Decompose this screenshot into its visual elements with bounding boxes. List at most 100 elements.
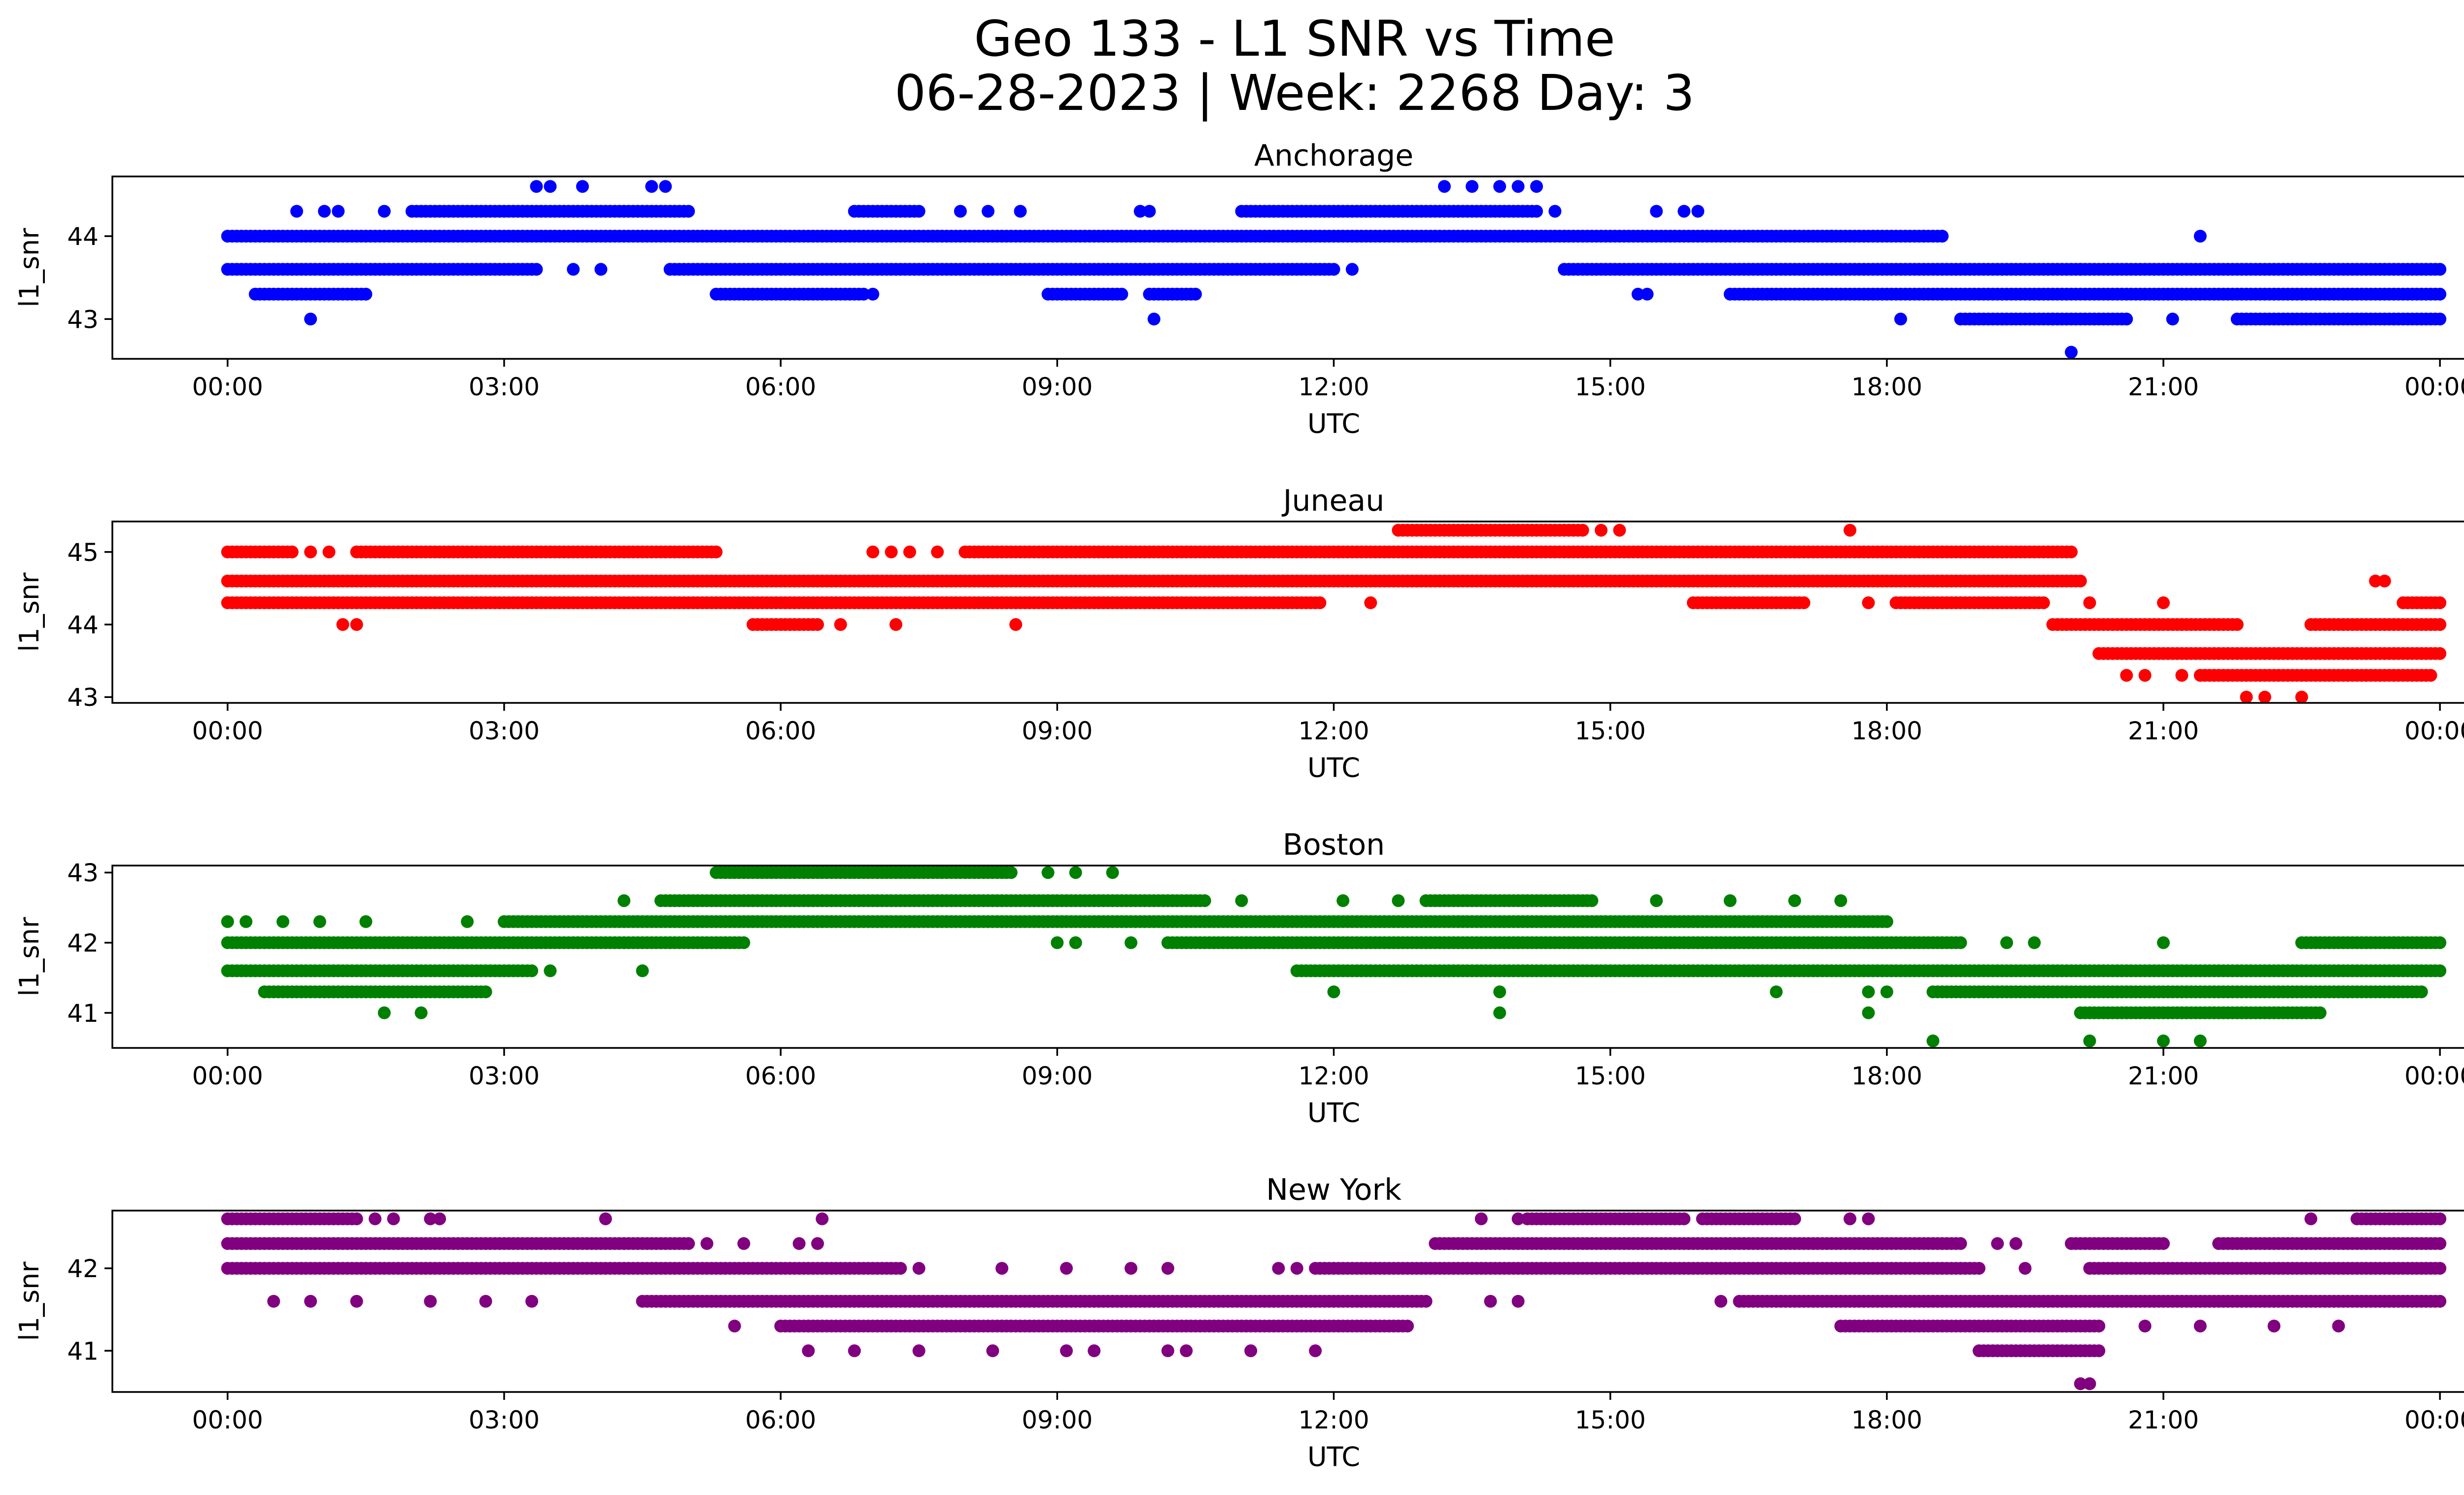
data-point: [1466, 180, 1479, 193]
data-point: [1788, 894, 1801, 907]
data-point: [304, 545, 317, 558]
data-point: [1613, 523, 1626, 537]
data-point: [982, 205, 994, 218]
data-point: [1834, 894, 1848, 907]
data-point: [285, 545, 299, 558]
data-point: [1041, 866, 1055, 879]
data-point: [1336, 894, 1350, 907]
points: [221, 1212, 2447, 1391]
data-point: [1825, 230, 1838, 243]
x-tick-label: 15:00: [1575, 373, 1646, 401]
x-tick-label: 06:00: [745, 717, 816, 745]
x-tick-label: 09:00: [1022, 717, 1093, 745]
x-tick-label: 09:00: [1022, 1062, 1093, 1090]
data-point: [1438, 180, 1451, 193]
data-point: [350, 618, 363, 631]
plot-frame: [111, 865, 2464, 1049]
x-axis-label: UTC: [1307, 1097, 1360, 1128]
x-tick-label: 03:00: [469, 373, 540, 401]
data-point: [2433, 287, 2447, 301]
data-point: [377, 205, 391, 218]
data-point: [890, 618, 902, 631]
data-point: [2037, 596, 2050, 609]
x-tick-label: 12:00: [1298, 1062, 1369, 1090]
data-point: [2065, 545, 2078, 558]
x-axis-label: UTC: [1307, 752, 1360, 783]
x-tick-label: 00:00: [192, 717, 263, 745]
figure-title-line2: 06-28-2023 | Week: 2268 Day: 3: [894, 64, 1694, 122]
x-tick-label: 18:00: [1851, 373, 1922, 401]
data-point: [525, 964, 539, 977]
data-point: [866, 287, 880, 301]
data-point: [1548, 205, 1562, 218]
y-tick-label: 43: [67, 683, 99, 712]
data-point: [834, 618, 847, 631]
data-point: [359, 287, 373, 301]
data-point: [2157, 1237, 2170, 1250]
y-tick-label: 41: [67, 999, 99, 1028]
data-point: [912, 205, 925, 218]
x-tick-label: 12:00: [1298, 717, 1369, 745]
data-point: [2424, 669, 2437, 682]
panel-title: Juneau: [1281, 484, 1384, 518]
points: [221, 866, 2447, 1047]
data-point: [1511, 180, 1525, 193]
data-point: [954, 205, 967, 218]
data-point: [1954, 936, 1967, 949]
data-point: [313, 915, 326, 928]
data-point: [1926, 1034, 1940, 1047]
data-point: [2433, 647, 2447, 660]
y-tick-label: 44: [67, 222, 99, 251]
data-point: [866, 545, 880, 558]
data-point: [1917, 230, 1930, 243]
data-point: [1880, 985, 1893, 999]
data-point: [903, 545, 916, 558]
data-point: [1143, 205, 1156, 218]
y-axis-label: l1_snr: [14, 228, 45, 308]
x-tick-label: 03:00: [469, 717, 540, 745]
data-point: [2074, 574, 2087, 588]
data-point: [1862, 1006, 1875, 1019]
x-tick-label: 12:00: [1298, 373, 1369, 401]
data-point: [530, 180, 543, 193]
data-point: [1862, 596, 1875, 609]
data-point: [332, 205, 345, 218]
data-point: [2120, 669, 2133, 682]
data-point: [811, 618, 824, 631]
data-point: [544, 180, 557, 193]
data-point: [1788, 230, 1801, 243]
data-point: [2000, 936, 2013, 949]
data-point: [1327, 263, 1340, 276]
data-point: [304, 313, 317, 326]
data-point: [1880, 915, 1893, 928]
data-point: [2433, 596, 2447, 609]
data-point: [1585, 894, 1599, 907]
x-tick-label: 00:00: [2404, 373, 2464, 401]
panel-title: Boston: [1283, 828, 1385, 862]
data-point: [2157, 936, 2170, 949]
y-tick-label: 45: [67, 538, 99, 567]
data-point: [1691, 205, 1705, 218]
x-tick-label: 00:00: [192, 373, 263, 401]
data-point: [1530, 205, 1543, 218]
data-point: [1133, 205, 1147, 218]
data-point: [2193, 230, 2207, 243]
data-point: [1004, 866, 1018, 879]
data-point: [1147, 313, 1161, 326]
data-point: [414, 1006, 428, 1019]
data-point: [710, 545, 723, 558]
data-point: [1327, 985, 1340, 999]
x-tick-label: 21:00: [2128, 1062, 2199, 1090]
x-tick-label: 00:00: [2404, 717, 2464, 745]
data-point: [2433, 1262, 2447, 1275]
x-tick-label: 21:00: [2128, 717, 2199, 745]
data-point: [2120, 313, 2133, 326]
data-point: [2065, 346, 2078, 359]
data-point: [1631, 287, 1644, 301]
data-point: [1723, 894, 1737, 907]
data-point: [2138, 669, 2152, 682]
data-point: [645, 180, 658, 193]
data-point: [682, 1237, 695, 1250]
data-point: [2415, 985, 2428, 999]
